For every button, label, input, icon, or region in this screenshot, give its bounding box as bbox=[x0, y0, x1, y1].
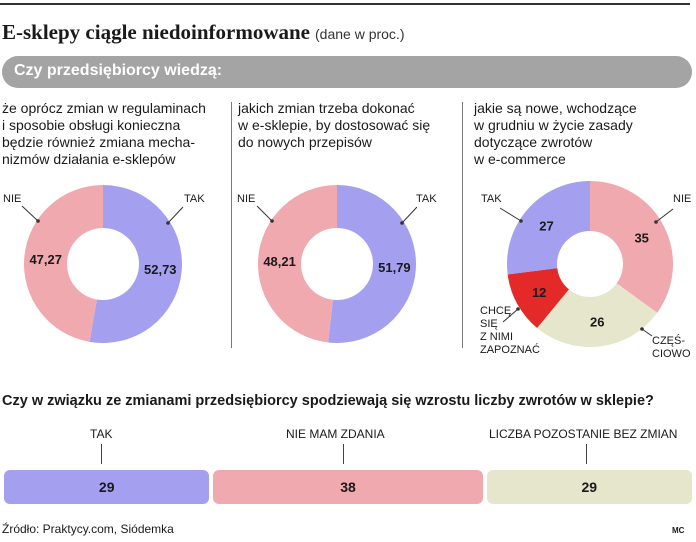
slice-category-label: TAK bbox=[416, 193, 437, 205]
leader-line bbox=[167, 206, 184, 224]
slice-category-label: Z NIMI bbox=[480, 331, 513, 343]
donut-slice-nie bbox=[590, 181, 674, 313]
donut-slice-chc-si-z-nimi-zapozna bbox=[507, 268, 569, 328]
bar-label-stem bbox=[101, 444, 102, 464]
leader-dot bbox=[516, 307, 520, 311]
leader-dot bbox=[519, 219, 523, 223]
question-line: i sposobie obsługi konieczna bbox=[2, 117, 181, 133]
bar-label-tak: TAK bbox=[90, 427, 113, 441]
slice-value-label: 27 bbox=[539, 219, 553, 234]
leader-dot bbox=[640, 327, 644, 331]
question-line: że oprócz zmian w regulaminach bbox=[2, 100, 206, 116]
question-text-2: jakich zmian trzeba dokonać w e-sklepie,… bbox=[238, 100, 430, 151]
bar-label-nie-mam-zdania: NIE MAM ZDANIA bbox=[286, 427, 385, 441]
question-line: w e-commerce bbox=[474, 151, 566, 167]
bar-label-stem bbox=[343, 444, 344, 464]
leader-dot bbox=[270, 219, 274, 223]
question-text-1: że oprócz zmian w regulaminach i sposobi… bbox=[2, 100, 206, 168]
title-unit: (dane w proc.) bbox=[315, 26, 405, 42]
donut-slice-tak bbox=[89, 185, 182, 343]
slice-category-label: CHCĘ bbox=[480, 305, 511, 317]
leader-line bbox=[256, 205, 273, 222]
donut-slice-tak bbox=[507, 180, 590, 275]
leader-dot bbox=[36, 219, 40, 223]
leader-line bbox=[21, 205, 39, 222]
question-text-3: jakie są nowe, wchodzące w grudniu w życ… bbox=[474, 100, 637, 168]
question-line: dotyczące zwrotów bbox=[474, 134, 593, 150]
leader-line bbox=[655, 208, 674, 223]
bar-label-bez-zmian: LICZBA POZOSTANIE BEZ ZMIAN bbox=[489, 427, 678, 441]
bar-segment-tak: 29 bbox=[4, 470, 210, 504]
column-divider-1 bbox=[231, 102, 232, 348]
title-text: E-sklepy ciągle niedoinformowane bbox=[2, 20, 310, 44]
leader-line bbox=[641, 328, 653, 337]
slice-value-label: 12 bbox=[532, 285, 546, 300]
slice-value-label: 26 bbox=[590, 315, 604, 330]
slice-category-label: NIE bbox=[237, 193, 255, 205]
donut-slice-tak bbox=[328, 185, 416, 343]
question-bar-label: Czy przedsiębiorcy wiedzą: bbox=[14, 62, 223, 79]
donut-slice-nie bbox=[257, 185, 337, 343]
slice-category-label: ZAPOZNAĆ bbox=[480, 343, 540, 356]
slice-category-label: TAK bbox=[184, 193, 205, 205]
question-line: w grudniu w życie zasady bbox=[474, 117, 633, 133]
slice-value-label: 48,21 bbox=[263, 254, 296, 269]
slice-value-label: 47,27 bbox=[29, 252, 62, 267]
question-line: będzie również zmiana mecha- bbox=[2, 134, 195, 150]
question-bar: Czy przedsiębiorcy wiedzą: bbox=[2, 56, 692, 88]
bar-chart-title: Czy w związku ze zmianami przedsiębiorcy… bbox=[2, 393, 654, 409]
slice-category-label: NIE bbox=[673, 193, 691, 205]
slice-value-label: 35 bbox=[634, 231, 648, 246]
donut-slice-cz-ciowo bbox=[537, 283, 658, 348]
leader-line bbox=[499, 207, 522, 222]
donut-charts: 52,73 TAK 47,27 NIE 51,79 TAK 48,21 NIE 35 NIE 26 C… bbox=[3, 180, 691, 360]
question-line: nizmów działania e-sklepów bbox=[2, 151, 176, 167]
leader-dot bbox=[400, 221, 404, 225]
slice-category-label: CZĘŚ- bbox=[652, 334, 685, 347]
slice-category-label: NIE bbox=[3, 193, 21, 205]
question-line: do nowych przepisów bbox=[238, 134, 372, 150]
source-note: Źródło: Praktycy.com, Siódemka bbox=[2, 522, 174, 536]
slice-category-label: CIOWO bbox=[652, 348, 691, 360]
column-divider-2 bbox=[462, 102, 463, 348]
bar-segment-bez-zmian: 29 bbox=[486, 470, 692, 504]
slice-value-label: 52,73 bbox=[144, 262, 177, 277]
bar-segment-nie-mam-zdania: 38 bbox=[213, 470, 483, 504]
slice-category-label: TAK bbox=[481, 193, 502, 205]
slice-category-label: SIĘ bbox=[480, 318, 498, 330]
bar-label-stem bbox=[586, 444, 587, 464]
question-line: jakie są nowe, wchodzące bbox=[474, 100, 637, 116]
leader-dot bbox=[654, 220, 658, 224]
question-line: jakich zmian trzeba dokonać bbox=[238, 100, 415, 116]
author-credit: MC bbox=[672, 526, 685, 535]
leader-line bbox=[401, 206, 418, 224]
donut-slice-nie bbox=[24, 185, 104, 342]
leader-dot bbox=[166, 221, 170, 225]
page-title: E-sklepy ciągle niedoinformowane (dane w … bbox=[2, 20, 404, 45]
leader-line bbox=[502, 308, 519, 323]
question-line: w e-sklepie, by dostosować się bbox=[238, 117, 431, 133]
slice-value-label: 51,79 bbox=[378, 260, 411, 275]
top-rule bbox=[0, 3, 690, 5]
